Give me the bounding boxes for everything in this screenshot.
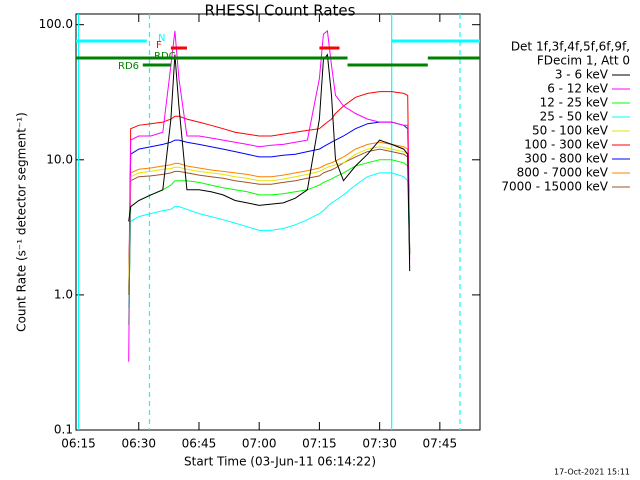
- legend-header: Det 1f,3f,4f,5f,6f,9f,: [511, 40, 630, 54]
- legend-label: 100 - 300 keV: [524, 138, 608, 152]
- chart-title: RHESSI Count Rates: [205, 2, 356, 20]
- y-tick-label: 100.0: [39, 17, 73, 31]
- y-tick-label: 1.0: [54, 287, 73, 301]
- x-tick-label: 06:45: [182, 437, 217, 451]
- series-line: [128, 159, 411, 325]
- y-axis-label: Count Rate (s⁻¹ detector segment⁻¹): [15, 112, 29, 332]
- legend-label: 300 - 800 keV: [524, 152, 608, 166]
- series-line: [128, 172, 411, 309]
- x-tick-label: 07:30: [362, 437, 397, 451]
- x-axis-label: Start Time (03-Jun-11 06:14:22): [184, 455, 376, 469]
- x-tick-label: 07:00: [242, 437, 277, 451]
- x-tick-label: 06:30: [121, 437, 156, 451]
- series-line: [128, 53, 411, 272]
- legend-label: 50 - 100 keV: [532, 124, 609, 138]
- series-line: [128, 141, 411, 295]
- series-line: [128, 121, 411, 295]
- x-tick-label: 06:15: [61, 437, 96, 451]
- legend-label: 800 - 7000 keV: [517, 166, 609, 180]
- legend-header: FDecim 1, Att 0: [537, 54, 630, 68]
- flag-label: RDC: [154, 51, 176, 62]
- flag-label: RD6: [118, 61, 139, 72]
- plot-frame: [75, 13, 481, 431]
- timestamp: 17-Oct-2021 15:11: [554, 468, 630, 477]
- legend-label: 7000 - 15000 keV: [501, 180, 608, 194]
- y-tick-label: 10.0: [46, 152, 73, 166]
- flag-label: F: [156, 40, 162, 51]
- series-line: [128, 29, 411, 362]
- x-tick-label: 07:15: [302, 437, 337, 451]
- legend-label: 12 - 25 keV: [540, 96, 609, 110]
- flag-label: N: [158, 33, 165, 44]
- x-tick-label: 07:45: [423, 437, 458, 451]
- legend-label: 6 - 12 keV: [547, 82, 609, 96]
- legend-label: 3 - 6 keV: [555, 68, 609, 82]
- series-line: [128, 91, 411, 295]
- y-tick-label: 0.1: [54, 423, 73, 437]
- legend-label: 25 - 50 keV: [540, 110, 609, 124]
- series-line: [128, 148, 411, 295]
- series-line: [128, 146, 411, 295]
